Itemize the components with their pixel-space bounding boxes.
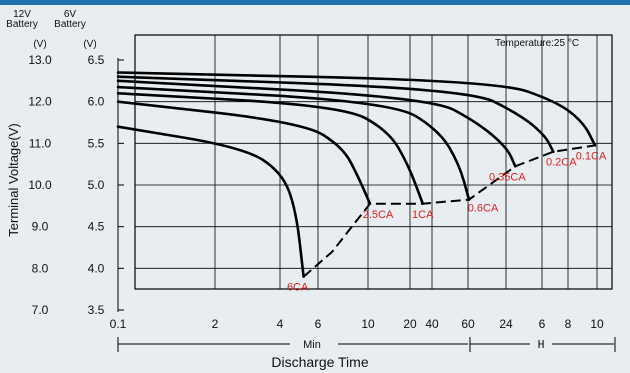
y-tick-label-6v: 6.0 bbox=[88, 95, 105, 109]
discharge-curve-2_5ca bbox=[116, 100, 372, 205]
discharge-curve-0_6ca bbox=[116, 85, 471, 201]
discharge-curve-0_35ca bbox=[116, 79, 517, 168]
x-unit-min: Min bbox=[303, 339, 321, 351]
x-unit-hour: H bbox=[538, 338, 545, 351]
y-header-6v: 6V bbox=[64, 9, 77, 20]
x-tick-label: 2 bbox=[212, 317, 219, 331]
x-tick-label: 40 bbox=[425, 317, 439, 331]
x-tick-label: 10 bbox=[590, 317, 604, 331]
y-tick-label-6v: 3.5 bbox=[88, 303, 105, 317]
series-label-0_6ca: 0.6CA bbox=[468, 203, 499, 215]
y-unit-12v: (V) bbox=[33, 39, 46, 50]
y-tick-label-6v: 6.5 bbox=[88, 53, 105, 67]
y-tick-label-6v: 5.0 bbox=[88, 178, 105, 192]
y-tick-label-12v: 13.0 bbox=[28, 53, 52, 67]
series-label-0_2ca: 0.2CA bbox=[546, 157, 577, 169]
y-tick-label-12v: 9.0 bbox=[32, 220, 49, 234]
x-axis-title: Discharge Time bbox=[271, 354, 368, 370]
x-tick-label: 6 bbox=[315, 317, 322, 331]
x-tick-label: 4 bbox=[277, 317, 284, 331]
y-axis-title: Terminal Voltage(V) bbox=[6, 123, 21, 236]
y-header-6v-battery: Battery bbox=[54, 19, 86, 30]
y-header-12v: 12V bbox=[13, 9, 31, 20]
series-label-0_1ca: 0.1CA bbox=[576, 150, 607, 162]
x-tick-label: 0.1 bbox=[110, 317, 127, 331]
y-header-12v-battery: Battery bbox=[6, 19, 38, 30]
plot-frame bbox=[134, 34, 613, 290]
x-tick-label: 6 bbox=[539, 317, 546, 331]
x-tick-label: 60 bbox=[461, 317, 475, 331]
series-label-1ca: 1CA bbox=[412, 209, 434, 221]
discharge-curve-0_1ca bbox=[116, 71, 597, 147]
y-tick-label-12v: 8.0 bbox=[32, 261, 49, 275]
x-tick-label: 10 bbox=[361, 317, 375, 331]
series-label-2_5ca: 2.5CA bbox=[363, 209, 394, 221]
x-tick-label: 24 bbox=[499, 317, 513, 331]
y-tick-label-12v: 10.0 bbox=[28, 178, 52, 192]
y-tick-label-12v: 12.0 bbox=[28, 95, 52, 109]
x-tick-label: 8 bbox=[565, 317, 572, 331]
y-unit-6v: (V) bbox=[83, 39, 96, 50]
discharge-curve-1ca bbox=[116, 92, 425, 205]
y-tick-label-12v: 11.0 bbox=[29, 136, 52, 150]
cutoff-voltage-curve bbox=[302, 144, 596, 278]
x-tick-label: 20 bbox=[403, 317, 417, 331]
y-tick-label-12v: 7.0 bbox=[32, 303, 49, 317]
y-tick-label-6v: 4.0 bbox=[88, 261, 105, 275]
series-label-6ca: 6CA bbox=[287, 282, 309, 294]
temperature-annotation: Temperature:25 °C bbox=[495, 38, 579, 49]
discharge-curve-0_2ca bbox=[116, 75, 555, 153]
y-tick-label-6v: 4.5 bbox=[88, 220, 105, 234]
discharge-curve-6ca bbox=[116, 125, 305, 278]
top-accent-bar bbox=[0, 0, 630, 5]
y-tick-label-6v: 5.5 bbox=[88, 136, 105, 150]
series-label-0_35ca: 0.35CA bbox=[489, 171, 526, 183]
